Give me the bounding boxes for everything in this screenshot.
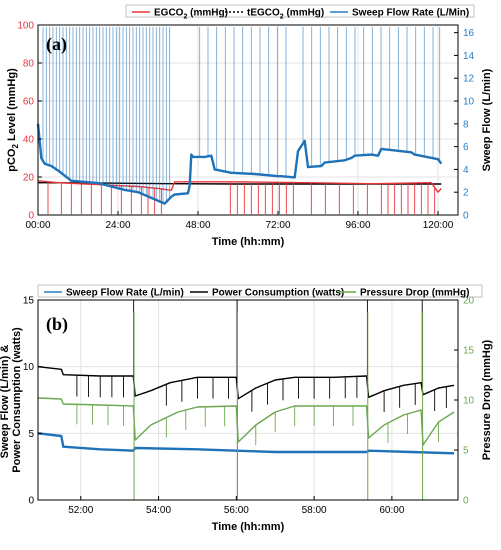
panel-a-series [36,27,443,215]
y-tick-label-right: 6 [463,142,469,153]
x-tick-label: 72:00 [265,220,290,231]
x-tick-label: 58:00 [302,505,327,516]
legend-label: tEGCO2 (mmHg) [247,8,324,21]
series-3 [36,27,443,205]
panel-b-y-axis-label-left: Sweep Flow (L/min) & Power Consumption (… [0,327,23,473]
y-label-a-part-1: pCO [6,148,18,172]
panel-b-label: (b) [46,314,68,335]
panel-a-label: (a) [46,34,67,55]
legend-label: Power Consumption (watts) [212,288,344,299]
y-tick-label-left: 0 [28,211,34,222]
y-tick-label-right: 5 [463,446,469,457]
legend-box [125,4,475,18]
x-tick-label: 24:00 [105,220,130,231]
y-tick-label-right: 10 [463,97,475,108]
panel-a-y-axis-label-left: pCO2 Level (mmHg) [6,68,20,172]
x-tick-label: 56:00 [224,505,249,516]
x-tick-label: 52:00 [68,505,93,516]
y-tick-label-left: 10 [23,362,35,373]
y-label-b-line-2: Power Consumption (watts) [11,327,23,473]
y-label-a-part-2: Level (mmHg) [6,68,18,144]
legend-label-text: Pressure Drop (mmHg) [360,288,469,299]
legend-label-sub: 2 [183,14,187,21]
y-tick-label-right: 0 [463,496,469,507]
y-label-b-line-1: Sweep Flow (L/min) & [0,345,11,459]
legend-label-text: EGCO [154,8,184,19]
legend-label: Sweep Flow Rate (L/Min) [352,8,469,19]
legend-label-sub: 2 [280,14,284,21]
panel-a-frame [37,24,459,216]
y-tick-label-left: 60 [23,97,35,108]
y-tick-label-right: 14 [463,51,475,62]
y-tick-label-right: 10 [463,396,475,407]
legend-label-text: Sweep Flow Rate (L/Min) [352,8,469,19]
x-tick-label: 120:00 [423,220,454,231]
y-tick-label-right: 15 [463,346,475,357]
y-tick-label-right: 2 [463,188,469,199]
panel-b-series [37,300,455,500]
y-tick-label-left: 100 [17,21,34,32]
panel-a-y-axis-label-right: Sweep Flow (L/min) [481,68,493,171]
y-tick-label-right: 8 [463,119,469,130]
y-tick-label-right: 20 [463,296,475,307]
panel-a: 00:00 24:00 48:00 72:00 96:00 120:00020406080… [6,4,493,248]
y-tick-label-left: 80 [23,59,35,70]
panel-b-legend: Sweep Flow Rate (L/min) Power Consumption… [37,284,483,299]
x-tick-label: 00:00 [25,220,50,231]
panel-b-x-axis-label: Time (hh:mm) [212,521,285,533]
y-tick-label-left: 0 [28,496,34,507]
y-tick-label-left: 15 [23,296,35,307]
y-tick-label-left: 5 [28,429,34,440]
panel-a-x-axis-label: Time (hh:mm) [212,236,285,248]
y-tick-label-right: 12 [463,74,475,85]
panel-a-ticks: 00:00 24:00 48:00 72:00 96:00 120:00020406080… [17,21,474,232]
legend-label: EGCO2 (mmHg) [154,8,228,21]
panel-b-y-axis-label-right: Pressure Drop (mmHg) [481,339,493,460]
legend-box [37,284,483,298]
panel-a-legend: EGCO2 (mmHg) tEGCO2 (mmHg) Sweep Flow Rate… [125,4,475,21]
series-2 [37,180,442,215]
legend-label-text: Sweep Flow Rate (L/min) [66,288,184,299]
x-tick-label: 60:00 [379,505,404,516]
x-tick-label: 54:00 [146,505,171,516]
x-tick-label: 48:00 [185,220,210,231]
legend-label-text: tEGCO [247,8,280,19]
y-tick-label-right: 4 [463,165,469,176]
y-tick-label-left: 20 [23,173,35,184]
legend-label: Sweep Flow Rate (L/min) [66,288,184,299]
y-tick-label-left: 40 [23,135,35,146]
panel-b-plot-area [38,300,458,500]
x-tick-label: 96:00 [345,220,370,231]
legend-label: Pressure Drop (mmHg) [360,288,469,299]
series-line [36,123,443,205]
series-line [37,180,442,193]
legend-label-text: Power Consumption (watts) [212,288,344,299]
legend-label-text: (mmHg) [187,8,228,19]
panel-b-ticks: 52:00 54:00 56:00 58:00 60:00 0 5 10 15 0 5 10 15 20 [23,296,475,517]
series-line [37,366,455,400]
series-3 [37,312,455,500]
y-label-a-sub: 2 [11,144,20,149]
series-line [37,397,455,446]
y-tick-label-right: 16 [463,28,475,39]
y-tick-label-right: 0 [463,211,469,222]
panel-b: 52:00 54:00 56:00 58:00 60:0005101505101520 … [0,284,493,533]
legend-label-text: (mmHg) [284,8,325,19]
